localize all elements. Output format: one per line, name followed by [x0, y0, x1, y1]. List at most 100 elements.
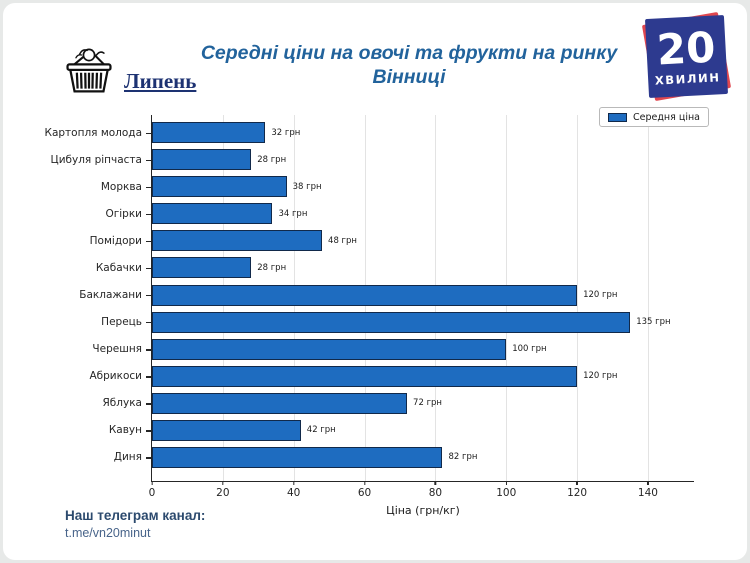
y-tick-mark	[146, 322, 151, 324]
y-tick-mark	[146, 376, 151, 378]
x-tick-label: 0	[148, 487, 156, 499]
chart-legend: Середня ціна	[599, 107, 710, 127]
category-label: Баклажани	[79, 289, 142, 301]
x-tick: 0	[148, 481, 156, 499]
telegram-channel-link[interactable]: t.me/vn20minut	[65, 526, 151, 540]
bar-row: Кавун 42 грн	[109, 417, 694, 444]
bar	[152, 122, 266, 144]
x-tick-mark	[151, 481, 153, 485]
y-tick-mark	[146, 132, 151, 134]
bar	[152, 257, 252, 279]
bar-value-label: 34 грн	[278, 208, 308, 219]
gridline	[577, 115, 579, 481]
logo-word: ХВИЛИН	[654, 69, 721, 88]
category-label: Картопля молода	[44, 126, 143, 139]
x-tick-label: 80	[428, 487, 443, 499]
y-tick-mark	[146, 240, 151, 243]
bar-value-label: 28 грн	[257, 262, 287, 273]
x-tick-mark	[505, 481, 507, 485]
x-tick-mark	[647, 481, 649, 485]
bar	[152, 230, 323, 252]
bar	[152, 311, 631, 333]
footer: Наш телеграм канал: t.me/vn20minut	[65, 508, 205, 540]
bar-value-label: 72 грн	[413, 398, 442, 409]
bar	[152, 365, 578, 387]
bar-row: Баклажани 120 грн	[79, 281, 694, 308]
bar-row: Диня 82 грн	[114, 444, 694, 471]
gridline	[647, 115, 649, 481]
bar-row: Морква 38 грн	[101, 173, 694, 200]
x-tick: 140	[638, 481, 658, 499]
bar-row: Яблука 72 грн	[103, 390, 694, 417]
category-label: Огірки	[105, 207, 142, 220]
bar-value-label: 82 грн	[448, 452, 478, 463]
x-tick: 20	[216, 481, 230, 499]
y-tick-mark	[146, 186, 151, 189]
category-label: Яблука	[102, 397, 142, 410]
plot-area: Картопля молода 32 грн Цибуля ріпчаста 28 г…	[45, 115, 694, 517]
y-tick-mark	[146, 349, 151, 351]
legend-swatch	[608, 112, 627, 122]
bar-row: Абрикоси 120 грн	[89, 363, 694, 390]
y-tick-mark	[146, 403, 151, 405]
bar-value-label: 100 грн	[512, 344, 547, 355]
bar	[152, 203, 273, 225]
basket-icon	[66, 48, 112, 93]
x-tick: 40	[287, 481, 300, 499]
bar	[152, 176, 287, 198]
x-tick-mark	[576, 481, 578, 485]
month-badge: Липень	[61, 41, 196, 97]
logo-blue-square: 20 ХВИЛИН	[644, 14, 729, 99]
x-tick: 60	[358, 481, 371, 499]
bar	[152, 419, 301, 441]
bar	[152, 446, 443, 468]
y-tick-mark	[146, 159, 151, 161]
x-tick-mark	[434, 481, 437, 485]
y-tick-mark	[146, 430, 151, 432]
x-tick-label: 100	[496, 487, 517, 499]
page-title-line2: Вінниці	[372, 66, 446, 89]
bar-value-label: 135 грн	[636, 317, 671, 328]
telegram-channel-label: Наш телеграм канал:	[65, 508, 206, 523]
bar-row: Черешня 100 грн	[92, 336, 694, 363]
x-tick-label: 20	[216, 487, 230, 499]
category-label: Кавун	[108, 424, 142, 437]
bar-value-label: 28 грн	[257, 154, 287, 165]
bar	[152, 284, 578, 306]
bar-value-label: 120 грн	[583, 371, 618, 382]
category-label: Помідори	[89, 234, 142, 247]
category-label: Абрикоси	[89, 370, 142, 383]
brand-logo-20-khvylyn: 20 ХВИЛИН	[639, 9, 734, 104]
page-title-line1: Середні ціни на овочі та фрукти на ринку	[200, 42, 618, 64]
bar-row: Кабачки 28 грн	[96, 254, 694, 281]
bar-value-label: 32 грн	[271, 127, 301, 138]
x-tick: 100	[496, 481, 516, 499]
bar-value-label: 120 грн	[583, 290, 618, 300]
category-label: Цибуля ріпчаста	[50, 153, 142, 166]
category-label: Морква	[100, 180, 142, 193]
bar-row: Картопля молода 32 грн	[45, 119, 694, 146]
y-tick-mark	[146, 295, 151, 297]
x-axis-label: Ціна (грн/кг)	[386, 504, 460, 517]
y-tick-mark	[146, 267, 151, 270]
y-tick-mark	[146, 213, 151, 216]
x-tick-label: 60	[357, 487, 372, 499]
month-label: Липень	[124, 69, 197, 93]
bar-row: Цибуля ріпчаста 28 грн	[51, 146, 694, 173]
x-tick: 120	[567, 481, 587, 499]
bar-value-label: 42 грн	[306, 425, 336, 436]
bar-value-label: 38 грн	[292, 181, 322, 192]
bar	[152, 392, 408, 414]
bar	[152, 338, 507, 360]
x-tick-mark	[363, 481, 366, 485]
category-label: Диня	[113, 451, 142, 464]
logo-number: 20	[655, 22, 717, 75]
bar-value-label: 48 грн	[328, 235, 357, 246]
bar-rows: Картопля молода 32 грн Цибуля ріпчаста 28 г…	[45, 119, 694, 471]
x-tick: 80	[429, 481, 442, 499]
category-label: Черешня	[92, 343, 142, 356]
page-card: Липень Середні ціни на овочі та фрукти н…	[3, 3, 747, 560]
legend-label: Середня ціна	[633, 111, 701, 123]
category-label: Кабачки	[95, 261, 142, 274]
x-tick-label: 40	[287, 487, 301, 499]
